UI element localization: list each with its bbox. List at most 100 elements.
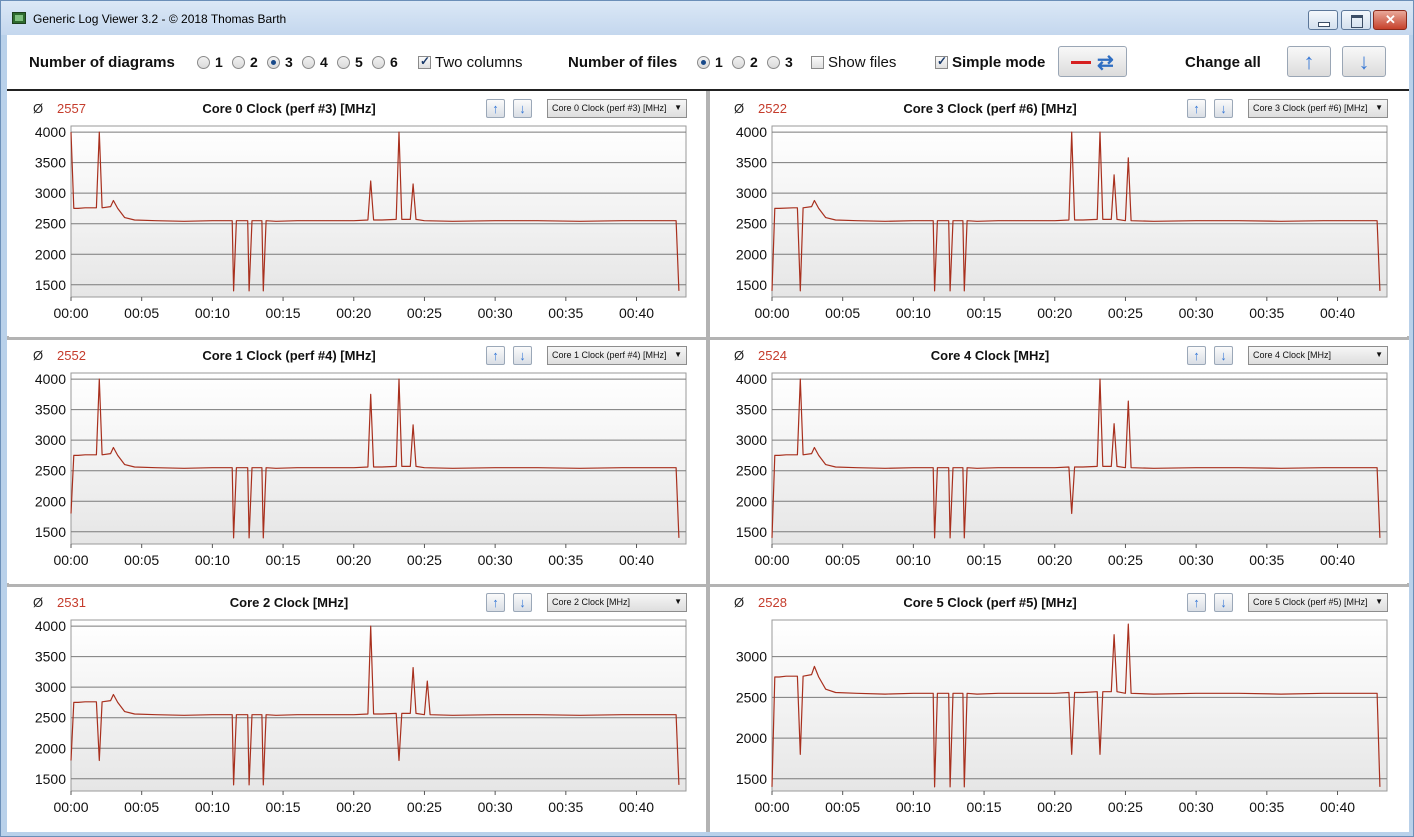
y-tick-label: 2000 bbox=[35, 740, 66, 756]
plot-area bbox=[70, 619, 687, 792]
diagram-title: Core 2 Clock [MHz] bbox=[229, 595, 349, 610]
average-symbol: Ø bbox=[734, 101, 745, 116]
diagrams-radio-label: 2 bbox=[250, 54, 258, 70]
x-tick-label: 00:20 bbox=[336, 552, 371, 568]
previous-sensor-button[interactable]: ↑ bbox=[1187, 593, 1206, 612]
diagram-panel: Ø 2522 Core 3 Clock (perf #6) [MHz] ↑ ↓ Core … bbox=[710, 93, 1407, 337]
diagrams-radio-label: 3 bbox=[285, 54, 293, 70]
x-tick-label: 00:20 bbox=[1037, 552, 1072, 568]
chevron-down-icon: ▼ bbox=[1375, 350, 1383, 359]
chevron-down-icon: ▼ bbox=[1375, 597, 1383, 606]
line-chart: 1500 2000 2500 3000 3500 4000 00:00 00:05 00:10 0… bbox=[35, 618, 687, 815]
average-symbol: Ø bbox=[734, 348, 745, 363]
y-tick-label: 1500 bbox=[736, 771, 767, 787]
x-tick-label: 00:25 bbox=[1108, 799, 1143, 815]
y-tick-label: 2500 bbox=[736, 463, 767, 479]
series-line bbox=[771, 378, 1381, 539]
y-tick-label: 2000 bbox=[736, 246, 767, 262]
next-sensor-button[interactable]: ↓ bbox=[1214, 99, 1233, 118]
chevron-down-icon: ▼ bbox=[1375, 103, 1383, 112]
y-tick-label: 4000 bbox=[35, 371, 66, 387]
app-logo-icon bbox=[12, 12, 26, 24]
change-all-up-button[interactable]: ↑ bbox=[1287, 46, 1331, 77]
x-tick-label: 00:40 bbox=[1320, 305, 1355, 321]
sensor-select[interactable]: Core 3 Clock (perf #6) [MHz] ▼ bbox=[1248, 99, 1388, 118]
change-all-label: Change all bbox=[1185, 54, 1261, 71]
previous-sensor-button[interactable]: ↑ bbox=[1187, 99, 1206, 118]
arrow-up-icon: ↑ bbox=[492, 595, 499, 610]
x-tick-label: 00:35 bbox=[548, 552, 583, 568]
x-tick-label: 00:15 bbox=[967, 552, 1002, 568]
y-tick-label: 3500 bbox=[35, 155, 66, 171]
sensor-select[interactable]: Core 5 Clock (perf #5) [MHz] ▼ bbox=[1248, 593, 1388, 612]
x-tick-label: 00:40 bbox=[1320, 552, 1355, 568]
arrow-up-icon: ↑ bbox=[1193, 348, 1200, 363]
average-value: 2528 bbox=[758, 595, 787, 610]
sensor-select[interactable]: Core 0 Clock (perf #3) [MHz] ▼ bbox=[547, 99, 687, 118]
x-tick-label: 00:30 bbox=[1179, 305, 1214, 321]
series-line bbox=[771, 623, 1381, 788]
two-columns-label: Two columns bbox=[435, 54, 523, 71]
x-tick-label: 00:15 bbox=[266, 799, 301, 815]
y-tick-label: 3500 bbox=[35, 402, 66, 418]
line-chart: 1500 2000 2500 3000 3500 4000 00:00 00:05 00:10 0… bbox=[35, 371, 687, 568]
average-symbol: Ø bbox=[33, 595, 44, 610]
series-line bbox=[70, 131, 680, 292]
chevron-down-icon: ▼ bbox=[674, 350, 682, 359]
plot-area bbox=[771, 125, 1388, 298]
x-tick-label: 00:30 bbox=[478, 305, 513, 321]
maximize-button[interactable] bbox=[1341, 10, 1371, 30]
next-sensor-button[interactable]: ↓ bbox=[1214, 593, 1233, 612]
close-button[interactable] bbox=[1373, 10, 1407, 30]
arrow-up-icon: ↑ bbox=[1303, 49, 1315, 74]
sensor-select-value: Core 0 Clock (perf #3) [MHz] bbox=[552, 103, 667, 113]
x-tick-label: 00:25 bbox=[1108, 552, 1143, 568]
y-tick-label: 1500 bbox=[736, 277, 767, 293]
files-radio-label: 1 bbox=[715, 54, 723, 70]
arrow-up-icon: ↑ bbox=[1193, 101, 1200, 116]
previous-sensor-button[interactable]: ↑ bbox=[486, 593, 505, 612]
files-radio-label: 2 bbox=[750, 54, 758, 70]
files-label: Number of files bbox=[568, 54, 678, 71]
x-tick-label: 00:00 bbox=[754, 552, 789, 568]
plot-area bbox=[771, 372, 1388, 545]
x-tick-label: 00:35 bbox=[1249, 305, 1284, 321]
next-sensor-button[interactable]: ↓ bbox=[513, 99, 532, 118]
previous-sensor-button[interactable]: ↑ bbox=[486, 99, 505, 118]
diagram-title: Core 0 Clock (perf #3) [MHz] bbox=[202, 101, 376, 116]
diagrams-radio-label: 6 bbox=[390, 54, 398, 70]
checkbox-icon bbox=[418, 54, 431, 69]
radio-dot-icon bbox=[197, 56, 210, 69]
diagram-panel: Ø 2557 Core 0 Clock (perf #3) [MHz] ↑ ↓ Core … bbox=[9, 93, 706, 337]
x-tick-label: 00:05 bbox=[825, 552, 860, 568]
arrow-down-icon: ↓ bbox=[1358, 49, 1370, 74]
average-symbol: Ø bbox=[734, 595, 745, 610]
next-sensor-button[interactable]: ↓ bbox=[513, 593, 532, 612]
minimize-button[interactable] bbox=[1308, 10, 1338, 30]
chevron-down-icon: ▼ bbox=[674, 103, 682, 112]
diagram-title: Core 1 Clock (perf #4) [MHz] bbox=[202, 348, 376, 363]
sensor-select-value: Core 1 Clock (perf #4) [MHz] bbox=[552, 350, 667, 360]
sensor-select[interactable]: Core 4 Clock [MHz] ▼ bbox=[1248, 346, 1388, 365]
line-chart: 1500 2000 2500 3000 3500 4000 00:00 00:05 00:10 0… bbox=[35, 124, 687, 321]
change-all-down-button[interactable]: ↓ bbox=[1342, 46, 1386, 77]
sensor-select[interactable]: Core 1 Clock (perf #4) [MHz] ▼ bbox=[547, 346, 687, 365]
line-style-swap-button[interactable]: ⇄ bbox=[1058, 46, 1127, 77]
checkbox-icon bbox=[935, 54, 948, 69]
next-sensor-button[interactable]: ↓ bbox=[1214, 346, 1233, 365]
previous-sensor-button[interactable]: ↑ bbox=[486, 346, 505, 365]
x-tick-label: 00:30 bbox=[1179, 799, 1214, 815]
sensor-select[interactable]: Core 2 Clock [MHz] ▼ bbox=[547, 593, 687, 612]
y-tick-label: 3000 bbox=[35, 679, 66, 695]
arrow-up-icon: ↑ bbox=[1193, 595, 1200, 610]
chevron-down-icon: ▼ bbox=[674, 597, 682, 606]
next-sensor-button[interactable]: ↓ bbox=[513, 346, 532, 365]
previous-sensor-button[interactable]: ↑ bbox=[1187, 346, 1206, 365]
x-tick-label: 00:35 bbox=[548, 305, 583, 321]
x-tick-label: 00:20 bbox=[336, 799, 371, 815]
title-bar[interactable]: Generic Log Viewer 3.2 - © 2018 Thomas B… bbox=[1, 1, 1413, 35]
radio-dot-icon bbox=[337, 56, 350, 69]
average-value: 2557 bbox=[57, 101, 86, 116]
diagram-title: Core 3 Clock (perf #6) [MHz] bbox=[903, 101, 1077, 116]
x-tick-label: 00:10 bbox=[896, 799, 931, 815]
